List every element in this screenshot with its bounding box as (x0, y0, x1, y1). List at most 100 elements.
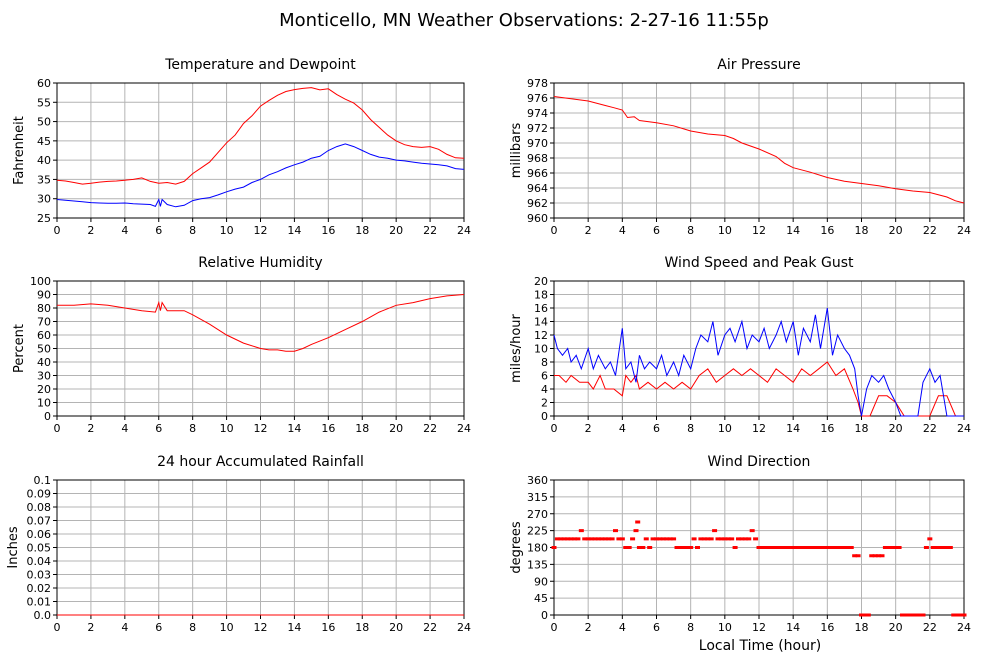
temp-temperature-line (56, 87, 465, 185)
press-pressure-line (553, 96, 965, 204)
dir-ytick-label: 135 (527, 558, 548, 571)
press-ylabel: millibars (509, 123, 524, 179)
rain-ytick-label: 0.08 (27, 501, 52, 514)
rh-ytick-label: 50 (37, 343, 51, 356)
rh-xtick-label: 4 (121, 422, 128, 435)
dir-point (715, 537, 721, 541)
rain-ytick-label: 0.06 (27, 528, 52, 541)
wind-xtick-label: 16 (820, 422, 834, 435)
dir-ytick-label: 225 (527, 525, 548, 538)
rain-ytick-label: 0.0 (34, 609, 52, 622)
press-ytick-label: 962 (527, 197, 548, 210)
dir-point (900, 613, 905, 617)
dir-point (708, 537, 714, 541)
dir-ytick-label: 270 (527, 508, 548, 521)
press-chart: 0 2 4 6 8 10 12 14 16 18 20 22 249609629649669689709… (509, 57, 971, 237)
dir-point (862, 613, 868, 617)
dir-point (780, 546, 786, 549)
temp-ytick-label: 35 (37, 173, 51, 186)
temp-chart: 0 2 4 6 8 10 12 14 16 18 20 22 242530354045505560Tem… (12, 57, 471, 237)
dir-point (927, 537, 933, 541)
dir-point (640, 546, 646, 549)
temp-xtick-label: 24 (457, 224, 471, 237)
rain-title: 24 hour Accumulated Rainfall (157, 454, 364, 470)
rh-xtick-label: 6 (155, 422, 162, 435)
wind-xtick-label: 10 (718, 422, 732, 435)
dir-title: Wind Direction (708, 454, 811, 470)
dir-ytick-label: 360 (527, 474, 548, 487)
press-xtick-label: 10 (718, 224, 732, 237)
dir-point (821, 546, 827, 549)
wind-ytick-label: 20 (534, 275, 548, 288)
dir-point (746, 537, 752, 541)
wind-title: Wind Speed and Peak Gust (665, 255, 854, 271)
temp-xtick-label: 8 (189, 224, 196, 237)
wind-xtick-label: 2 (585, 422, 592, 435)
temp-ytick-label: 60 (37, 77, 51, 90)
temp-ytick-label: 25 (37, 212, 51, 225)
dir-point (729, 537, 735, 541)
dir-point (657, 537, 663, 541)
wind-wind_speed-line (554, 361, 964, 417)
dir-point (572, 537, 577, 541)
press-xtick-label: 14 (786, 224, 800, 237)
dir-point (575, 537, 581, 541)
temp-dewpoint-line (56, 143, 465, 208)
dir-point (855, 554, 861, 558)
temp-xtick-label: 0 (54, 224, 61, 237)
dir-point (551, 546, 557, 549)
press-xtick-label: 12 (752, 224, 766, 237)
dir-point (677, 546, 683, 549)
dir-xtick-label: 14 (786, 621, 800, 634)
dir-point (623, 546, 629, 549)
dir-point (568, 537, 574, 541)
dir-chart: 0 2 4 6 8 10 12 14 16 18 20 22 240459013518022527031… (509, 454, 971, 634)
press-ytick-label: 966 (527, 167, 548, 180)
rh-xtick-label: 0 (54, 422, 61, 435)
dir-point (647, 546, 653, 549)
wind-ytick-label: 10 (534, 343, 548, 356)
wind-ytick-label: 2 (541, 397, 548, 410)
rain-ytick-label: 0.09 (27, 488, 52, 501)
dir-point (592, 537, 598, 541)
dir-point (582, 537, 588, 541)
dir-xtick-label: 12 (752, 621, 766, 634)
press-xtick-label: 16 (820, 224, 834, 237)
temp-xtick-label: 20 (389, 224, 403, 237)
dir-point (845, 546, 851, 549)
dir-point (841, 546, 847, 549)
dir-xtick-label: 0 (551, 621, 558, 634)
dir-point (654, 537, 659, 541)
wind-frame (553, 280, 965, 417)
rain-xtick-label: 10 (220, 621, 234, 634)
dir-point (681, 546, 687, 549)
dir-point (630, 537, 636, 541)
rain-ytick-label: 0.04 (27, 555, 52, 568)
dir-point (876, 554, 882, 558)
temp-xtick-label: 18 (355, 224, 369, 237)
press-xtick-label: 2 (585, 224, 592, 237)
rh-ytick-label: 100 (30, 275, 51, 288)
temp-ytick-label: 45 (37, 135, 51, 148)
dir-point (691, 537, 697, 541)
dir-point (893, 546, 899, 549)
temp-frame (56, 82, 465, 219)
rain-xtick-label: 8 (189, 621, 196, 634)
dir-point (725, 537, 731, 541)
dir-point (831, 546, 837, 549)
rh-xtick-label: 18 (355, 422, 369, 435)
temp-xtick-label: 2 (87, 224, 94, 237)
dir-point (763, 546, 769, 549)
wind-xtick-label: 14 (786, 422, 800, 435)
temp-ytick-label: 30 (37, 193, 51, 206)
dir-point (602, 537, 608, 541)
dir-point (824, 546, 830, 549)
dir-point (941, 546, 946, 549)
temp-xtick-label: 22 (423, 224, 437, 237)
dir-point (835, 546, 841, 549)
dir-xtick-label: 18 (855, 621, 869, 634)
rain-xtick-label: 12 (254, 621, 268, 634)
rh-xtick-label: 12 (254, 422, 268, 435)
dir-point (742, 537, 748, 541)
